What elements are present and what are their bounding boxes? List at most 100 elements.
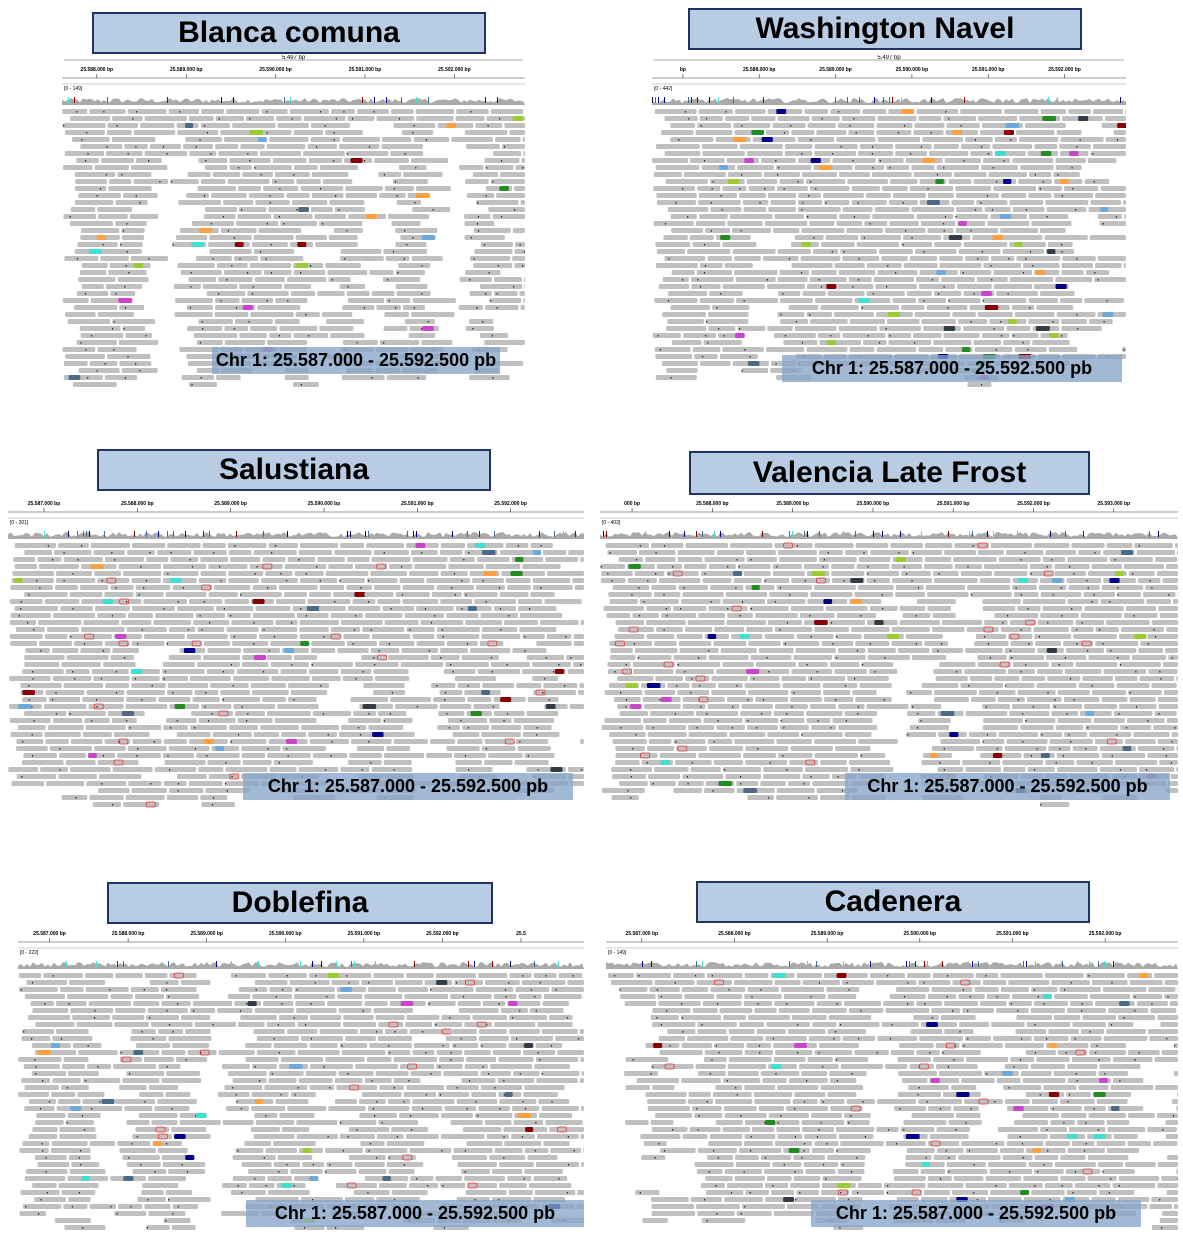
read-mismatch <box>948 1157 949 1159</box>
read-mismatch <box>750 356 751 358</box>
read <box>699 214 728 219</box>
read <box>697 1029 726 1034</box>
read <box>1003 1155 1033 1160</box>
read-mismatch <box>803 783 804 785</box>
read <box>778 291 800 296</box>
read <box>831 564 854 569</box>
read <box>1091 151 1126 156</box>
read <box>1106 137 1126 142</box>
read <box>61 1085 89 1090</box>
read <box>77 340 117 345</box>
read <box>665 151 701 156</box>
read <box>673 788 702 793</box>
read <box>235 1148 263 1153</box>
read <box>696 221 725 226</box>
read <box>329 235 358 240</box>
read <box>890 994 926 999</box>
read-mismatch <box>696 1108 697 1110</box>
read <box>260 256 303 261</box>
read-mismatch <box>791 706 792 708</box>
read-mismatch <box>267 300 268 302</box>
read <box>994 613 1038 618</box>
read <box>198 186 236 191</box>
read <box>1098 214 1123 219</box>
read <box>778 249 811 254</box>
read-mismatch <box>1117 594 1118 596</box>
read <box>524 1169 563 1174</box>
read <box>753 137 796 142</box>
read <box>851 627 890 632</box>
read <box>732 228 771 233</box>
read-mismatch <box>353 643 354 645</box>
read-mismatch <box>234 545 235 547</box>
read <box>488 207 525 212</box>
read-mismatch <box>316 146 317 148</box>
read <box>1013 662 1049 667</box>
read <box>201 179 226 184</box>
read <box>1093 109 1123 114</box>
read <box>254 1029 285 1034</box>
read <box>295 987 335 992</box>
read <box>181 980 211 985</box>
read <box>56 571 92 576</box>
read-mismatch <box>524 251 525 253</box>
read <box>31 1001 54 1006</box>
read <box>1073 634 1117 639</box>
read-mismatch <box>985 975 986 977</box>
read <box>744 207 767 212</box>
read <box>971 592 1012 597</box>
read-mismatch <box>269 650 270 652</box>
read <box>105 739 131 744</box>
read <box>829 1071 866 1076</box>
read <box>319 606 346 611</box>
read <box>523 137 525 142</box>
read <box>193 1001 232 1006</box>
read <box>434 1022 462 1027</box>
read <box>804 564 829 569</box>
variant-block <box>935 179 944 184</box>
read <box>836 1148 871 1153</box>
read <box>21 1190 60 1195</box>
read <box>847 676 889 681</box>
read-mismatch <box>154 741 155 743</box>
read-mismatch <box>280 573 281 575</box>
read-mismatch <box>536 1010 537 1012</box>
read <box>128 746 167 751</box>
variant-block <box>888 312 900 317</box>
read <box>883 1001 914 1006</box>
variant-block <box>985 305 999 310</box>
read-mismatch <box>1098 1129 1099 1131</box>
read <box>1094 718 1125 723</box>
read <box>340 284 366 289</box>
read <box>1113 1078 1143 1083</box>
read-mismatch <box>1009 1171 1010 1173</box>
variant-block <box>851 599 862 604</box>
read <box>287 1029 318 1034</box>
read-mismatch <box>410 1115 411 1117</box>
read-mismatch <box>811 636 812 638</box>
read-mismatch <box>692 762 693 764</box>
read <box>964 669 1006 674</box>
read-mismatch <box>271 552 272 554</box>
read <box>738 564 771 569</box>
read-mismatch <box>281 1003 282 1005</box>
read <box>281 732 306 737</box>
read-mismatch <box>930 132 931 134</box>
read <box>349 1155 386 1160</box>
read <box>677 662 721 667</box>
read <box>108 186 151 191</box>
read <box>234 256 258 261</box>
read <box>126 1120 149 1125</box>
read <box>413 298 456 303</box>
read-mismatch <box>1098 279 1099 281</box>
read-mismatch <box>923 251 924 253</box>
read <box>839 1134 874 1139</box>
read-mismatch <box>900 1108 901 1110</box>
read <box>178 200 221 205</box>
read-mismatch <box>402 594 403 596</box>
read-mismatch <box>105 363 106 365</box>
read <box>233 704 275 709</box>
read-mismatch <box>114 559 115 561</box>
read-mismatch <box>952 1010 953 1012</box>
read <box>78 1050 117 1055</box>
